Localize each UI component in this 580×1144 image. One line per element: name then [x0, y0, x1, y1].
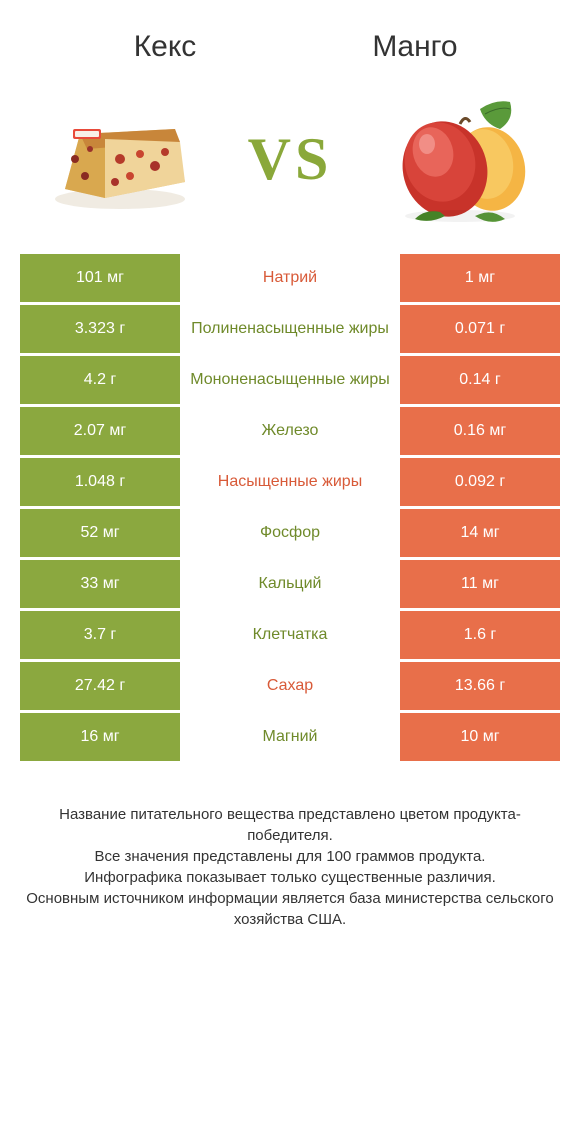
- value-left: 101 мг: [20, 254, 180, 302]
- table-row: 101 мгНатрий1 мг: [20, 254, 560, 302]
- value-left: 52 мг: [20, 509, 180, 557]
- value-right: 0.14 г: [400, 356, 560, 404]
- nutrient-label: Насыщенные жиры: [180, 458, 400, 506]
- title-right: Mанго: [290, 30, 540, 64]
- header: Кекс Mанго: [0, 0, 580, 84]
- value-left: 4.2 г: [20, 356, 180, 404]
- value-left: 3.7 г: [20, 611, 180, 659]
- value-right: 14 мг: [400, 509, 560, 557]
- footer-line: Инфографика показывает только существенн…: [20, 867, 560, 888]
- mango-image: [380, 94, 540, 224]
- nutrient-label: Фосфор: [180, 509, 400, 557]
- table-row: 1.048 гНасыщенные жиры0.092 г: [20, 458, 560, 506]
- value-left: 16 мг: [20, 713, 180, 761]
- table-row: 2.07 мгЖелезо0.16 мг: [20, 407, 560, 455]
- nutrient-label: Полиненасыщенные жиры: [180, 305, 400, 353]
- value-right: 10 мг: [400, 713, 560, 761]
- value-left: 33 мг: [20, 560, 180, 608]
- table-row: 3.7 гКлетчатка1.6 г: [20, 611, 560, 659]
- footer-line: Название питательного вещества представл…: [20, 804, 560, 846]
- value-right: 11 мг: [400, 560, 560, 608]
- value-left: 27.42 г: [20, 662, 180, 710]
- nutrient-label: Клетчатка: [180, 611, 400, 659]
- cake-image: [40, 94, 200, 224]
- value-left: 2.07 мг: [20, 407, 180, 455]
- value-right: 0.071 г: [400, 305, 560, 353]
- value-left: 3.323 г: [20, 305, 180, 353]
- value-right: 0.092 г: [400, 458, 560, 506]
- table-row: 3.323 гПолиненасыщенные жиры0.071 г: [20, 305, 560, 353]
- title-left: Кекс: [40, 30, 290, 64]
- nutrient-label: Сахар: [180, 662, 400, 710]
- value-right: 0.16 мг: [400, 407, 560, 455]
- comparison-table: 101 мгНатрий1 мг3.323 гПолиненасыщенные …: [0, 254, 580, 761]
- value-right: 1.6 г: [400, 611, 560, 659]
- value-left: 1.048 г: [20, 458, 180, 506]
- value-right: 13.66 г: [400, 662, 560, 710]
- nutrient-label: Натрий: [180, 254, 400, 302]
- footer-text: Название питательного вещества представл…: [0, 764, 580, 950]
- table-row: 4.2 гМононенасыщенные жиры0.14 г: [20, 356, 560, 404]
- nutrient-label: Мононенасыщенные жиры: [180, 356, 400, 404]
- table-row: 16 мгМагний10 мг: [20, 713, 560, 761]
- table-row: 52 мгФосфор14 мг: [20, 509, 560, 557]
- table-row: 27.42 гСахар13.66 г: [20, 662, 560, 710]
- vs-row: VS: [0, 84, 580, 254]
- nutrient-label: Железо: [180, 407, 400, 455]
- value-right: 1 мг: [400, 254, 560, 302]
- nutrient-label: Кальций: [180, 560, 400, 608]
- vs-label: VS: [248, 125, 333, 194]
- footer-line: Все значения представлены для 100 граммо…: [20, 846, 560, 867]
- table-row: 33 мгКальций11 мг: [20, 560, 560, 608]
- footer-line: Основным источником информации является …: [20, 888, 560, 930]
- nutrient-label: Магний: [180, 713, 400, 761]
